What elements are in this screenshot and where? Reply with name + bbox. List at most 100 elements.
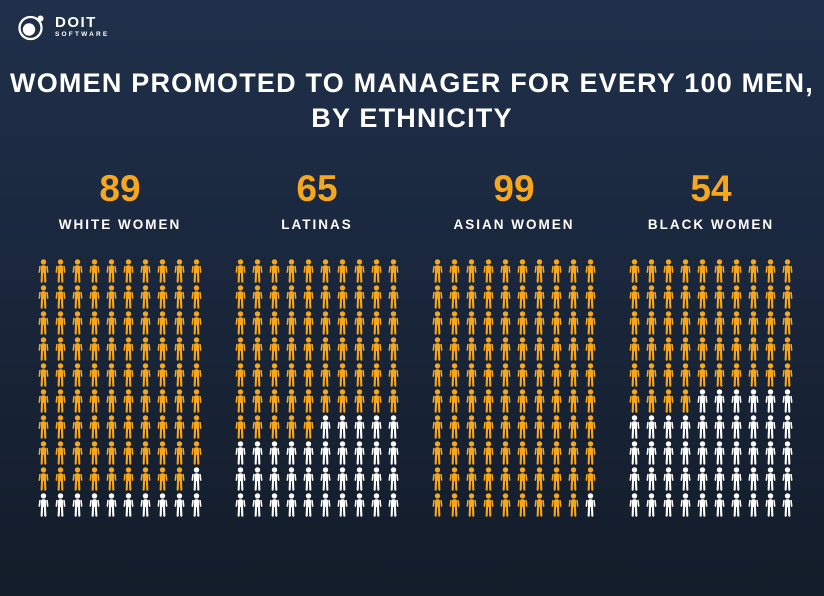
person-icon: [746, 441, 761, 465]
person-icon: [644, 363, 659, 387]
person-icon: [284, 441, 299, 465]
person-icon: [301, 441, 316, 465]
person-icon: [763, 415, 778, 439]
person-icon: [515, 467, 530, 491]
person-icon: [233, 311, 248, 335]
person-icon: [627, 285, 642, 309]
person-icon: [627, 259, 642, 283]
person-icon: [532, 415, 547, 439]
person-icon: [532, 493, 547, 517]
person-icon: [172, 389, 187, 413]
person-icon: [566, 467, 581, 491]
person-icon: [447, 415, 462, 439]
person-icon: [104, 259, 119, 283]
person-icon: [121, 259, 136, 283]
person-icon: [678, 259, 693, 283]
person-icon: [369, 415, 384, 439]
person-icon: [729, 415, 744, 439]
person-icon: [464, 337, 479, 361]
person-icon: [763, 467, 778, 491]
person-icon: [172, 415, 187, 439]
person-icon: [386, 285, 401, 309]
person-icon: [695, 311, 710, 335]
person-icon: [104, 363, 119, 387]
person-icon: [121, 441, 136, 465]
person-icon: [532, 363, 547, 387]
person-icon: [430, 389, 445, 413]
person-icon: [53, 493, 68, 517]
category-value: 65: [296, 168, 338, 209]
person-icon: [678, 415, 693, 439]
person-icon: [172, 337, 187, 361]
person-icon: [121, 285, 136, 309]
person-icon: [335, 389, 350, 413]
person-icon: [481, 337, 496, 361]
person-icon: [87, 493, 102, 517]
person-icon: [447, 337, 462, 361]
person-icon: [712, 285, 727, 309]
person-icon: [447, 363, 462, 387]
person-icon: [36, 285, 51, 309]
person-icon: [661, 363, 676, 387]
person-icon: [36, 415, 51, 439]
person-icon: [352, 493, 367, 517]
person-icon: [267, 441, 282, 465]
person-icon: [566, 415, 581, 439]
person-icon: [464, 415, 479, 439]
person-icon: [250, 441, 265, 465]
person-icon: [70, 363, 85, 387]
person-icon: [189, 493, 204, 517]
person-icon: [763, 363, 778, 387]
person-icon: [386, 259, 401, 283]
person-icon: [695, 363, 710, 387]
person-icon: [627, 415, 642, 439]
person-icon: [627, 337, 642, 361]
person-icon: [36, 363, 51, 387]
person-icon: [729, 493, 744, 517]
person-icon: [335, 467, 350, 491]
person-icon: [36, 467, 51, 491]
person-icon: [695, 467, 710, 491]
person-icon: [481, 389, 496, 413]
category-value: 99: [493, 168, 535, 209]
person-icon: [566, 285, 581, 309]
person-icon: [301, 415, 316, 439]
person-icon: [70, 285, 85, 309]
person-icon: [233, 493, 248, 517]
person-icon: [447, 467, 462, 491]
chart-title-line1: WOMEN PROMOTED TO MANAGER FOR EVERY 100 …: [10, 68, 814, 98]
person-icon: [566, 311, 581, 335]
person-icon: [447, 389, 462, 413]
person-icon: [335, 441, 350, 465]
person-icon: [780, 337, 795, 361]
person-icon: [267, 363, 282, 387]
person-icon: [335, 285, 350, 309]
person-icon: [284, 493, 299, 517]
person-icon: [549, 285, 564, 309]
person-icon: [627, 467, 642, 491]
person-icon: [121, 363, 136, 387]
person-icon: [532, 467, 547, 491]
category-column-asian-women: 99 ASIAN WOMEN: [429, 168, 599, 519]
person-icon: [430, 441, 445, 465]
person-icon: [644, 337, 659, 361]
person-icon: [644, 389, 659, 413]
person-icon: [627, 493, 642, 517]
person-icon: [104, 415, 119, 439]
person-icon: [189, 415, 204, 439]
person-icon: [267, 493, 282, 517]
person-icon: [447, 493, 462, 517]
person-icon: [369, 493, 384, 517]
person-icon: [712, 467, 727, 491]
person-icon: [661, 337, 676, 361]
person-icon: [464, 493, 479, 517]
person-icon: [155, 337, 170, 361]
person-icon: [464, 363, 479, 387]
person-icon: [53, 389, 68, 413]
person-icon: [729, 285, 744, 309]
person-icon: [780, 311, 795, 335]
person-icon: [430, 415, 445, 439]
person-icon: [53, 285, 68, 309]
person-icon: [746, 311, 761, 335]
